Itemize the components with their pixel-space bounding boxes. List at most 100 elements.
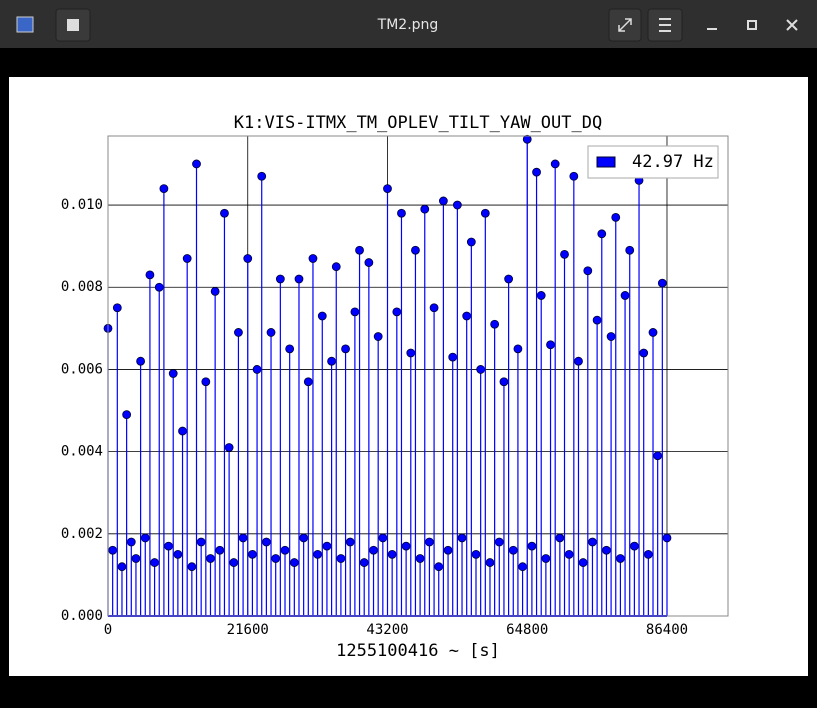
window-title: TM2.png xyxy=(377,17,439,33)
stem-marker xyxy=(126,537,136,547)
stem-marker xyxy=(122,410,132,420)
stem-marker xyxy=(248,549,257,559)
stem-marker xyxy=(369,545,378,555)
stem-marker xyxy=(648,328,658,337)
x-tick-label: 43200 xyxy=(366,622,408,638)
stem-marker xyxy=(527,541,537,551)
y-tick-label: 0.000 xyxy=(61,608,103,624)
stem-marker xyxy=(327,356,336,366)
stem-marker xyxy=(289,558,299,567)
maximize-button[interactable] xyxy=(747,20,757,30)
stem-marker xyxy=(452,200,462,210)
stem-marker xyxy=(662,533,672,543)
stem-marker xyxy=(518,562,527,572)
stem-marker xyxy=(145,270,155,280)
stem-marker xyxy=(313,549,323,559)
stem-marker xyxy=(597,229,607,239)
stem-marker xyxy=(187,562,197,572)
stem-marker xyxy=(397,208,406,218)
stem-marker xyxy=(429,303,439,313)
close-button[interactable] xyxy=(786,19,798,31)
stem-marker xyxy=(201,377,211,387)
y-tick-label: 0.006 xyxy=(61,361,103,377)
stem-marker xyxy=(406,348,416,358)
stem-marker xyxy=(555,533,565,543)
stem-marker xyxy=(229,558,239,567)
legend-label: 42.97 Hz xyxy=(632,152,714,172)
stem-marker xyxy=(317,311,327,321)
stem-marker xyxy=(238,533,248,543)
series xyxy=(103,134,672,617)
stem-marker xyxy=(243,254,253,263)
stem-marker xyxy=(336,554,346,563)
stem-marker xyxy=(383,184,392,194)
stem-marker xyxy=(434,562,444,572)
stem-marker xyxy=(168,369,178,378)
stem-marker xyxy=(345,537,355,547)
stem-marker xyxy=(569,171,579,181)
y-tick-label: 0.010 xyxy=(61,197,103,213)
stem-marker xyxy=(602,545,611,555)
stem-marker xyxy=(560,249,569,259)
stem-marker xyxy=(657,278,667,288)
stem-marker xyxy=(471,549,481,559)
stem-marker xyxy=(499,377,509,387)
stem-marker xyxy=(541,554,551,563)
stem-marker xyxy=(196,537,206,547)
stem-marker xyxy=(182,254,192,263)
stem-marker xyxy=(583,266,593,276)
stem-marker xyxy=(462,311,472,321)
stem-marker xyxy=(322,541,332,551)
fullscreen-icon xyxy=(618,18,632,32)
stem-marker xyxy=(350,307,360,317)
stem-marker xyxy=(192,159,201,169)
stem-marker xyxy=(625,245,635,255)
stem-marker xyxy=(546,340,555,350)
stem-marker xyxy=(550,159,560,169)
stem-marker xyxy=(490,319,500,329)
stem-marker xyxy=(261,537,271,547)
stem-marker xyxy=(532,167,541,177)
stem-marker xyxy=(355,245,364,255)
y-tick-label: 0.002 xyxy=(61,526,103,542)
stem-marker xyxy=(331,262,341,272)
stem-marker xyxy=(401,541,411,551)
stem-marker xyxy=(150,558,159,567)
plot-frame xyxy=(107,135,729,617)
stem-marker xyxy=(466,237,476,247)
stem-marker xyxy=(504,274,514,284)
stem-marker xyxy=(224,443,234,452)
stem-marker xyxy=(210,286,220,296)
x-tick-label: 21600 xyxy=(227,622,269,638)
stem-marker xyxy=(508,545,518,555)
stem-marker xyxy=(616,554,625,563)
stem-marker xyxy=(136,356,146,366)
stem-marker xyxy=(415,554,425,563)
stem-marker xyxy=(215,545,225,555)
stem-marker xyxy=(443,545,453,555)
stem-marker xyxy=(303,377,313,387)
stem-marker xyxy=(108,545,118,555)
stem-marker xyxy=(271,554,281,563)
chart-title: K1:VIS-ITMX_TM_OPLEV_TILT_YAW_OUT_DQ xyxy=(234,113,602,133)
stem-marker xyxy=(299,533,309,543)
stem-marker xyxy=(206,554,215,563)
stem-marker xyxy=(513,344,523,354)
stem-marker xyxy=(578,558,588,567)
stem-marker xyxy=(438,196,448,206)
stem-marker xyxy=(164,541,173,551)
x-tick-label: 86400 xyxy=(646,622,688,638)
stem-marker xyxy=(387,549,397,559)
stem-marker xyxy=(564,549,574,559)
x-axis-label: 1255100416 ~ [s] xyxy=(336,641,500,661)
stem-marker xyxy=(378,533,388,543)
stem-marker xyxy=(476,365,486,374)
stem-marker xyxy=(574,356,583,366)
stem-marker xyxy=(606,332,616,341)
stem-marker xyxy=(457,533,467,543)
menu-icon xyxy=(659,18,671,32)
stem-marker xyxy=(392,307,402,317)
stem-marker xyxy=(275,274,285,284)
stem-marker xyxy=(411,245,420,255)
stem-marker xyxy=(485,558,495,567)
